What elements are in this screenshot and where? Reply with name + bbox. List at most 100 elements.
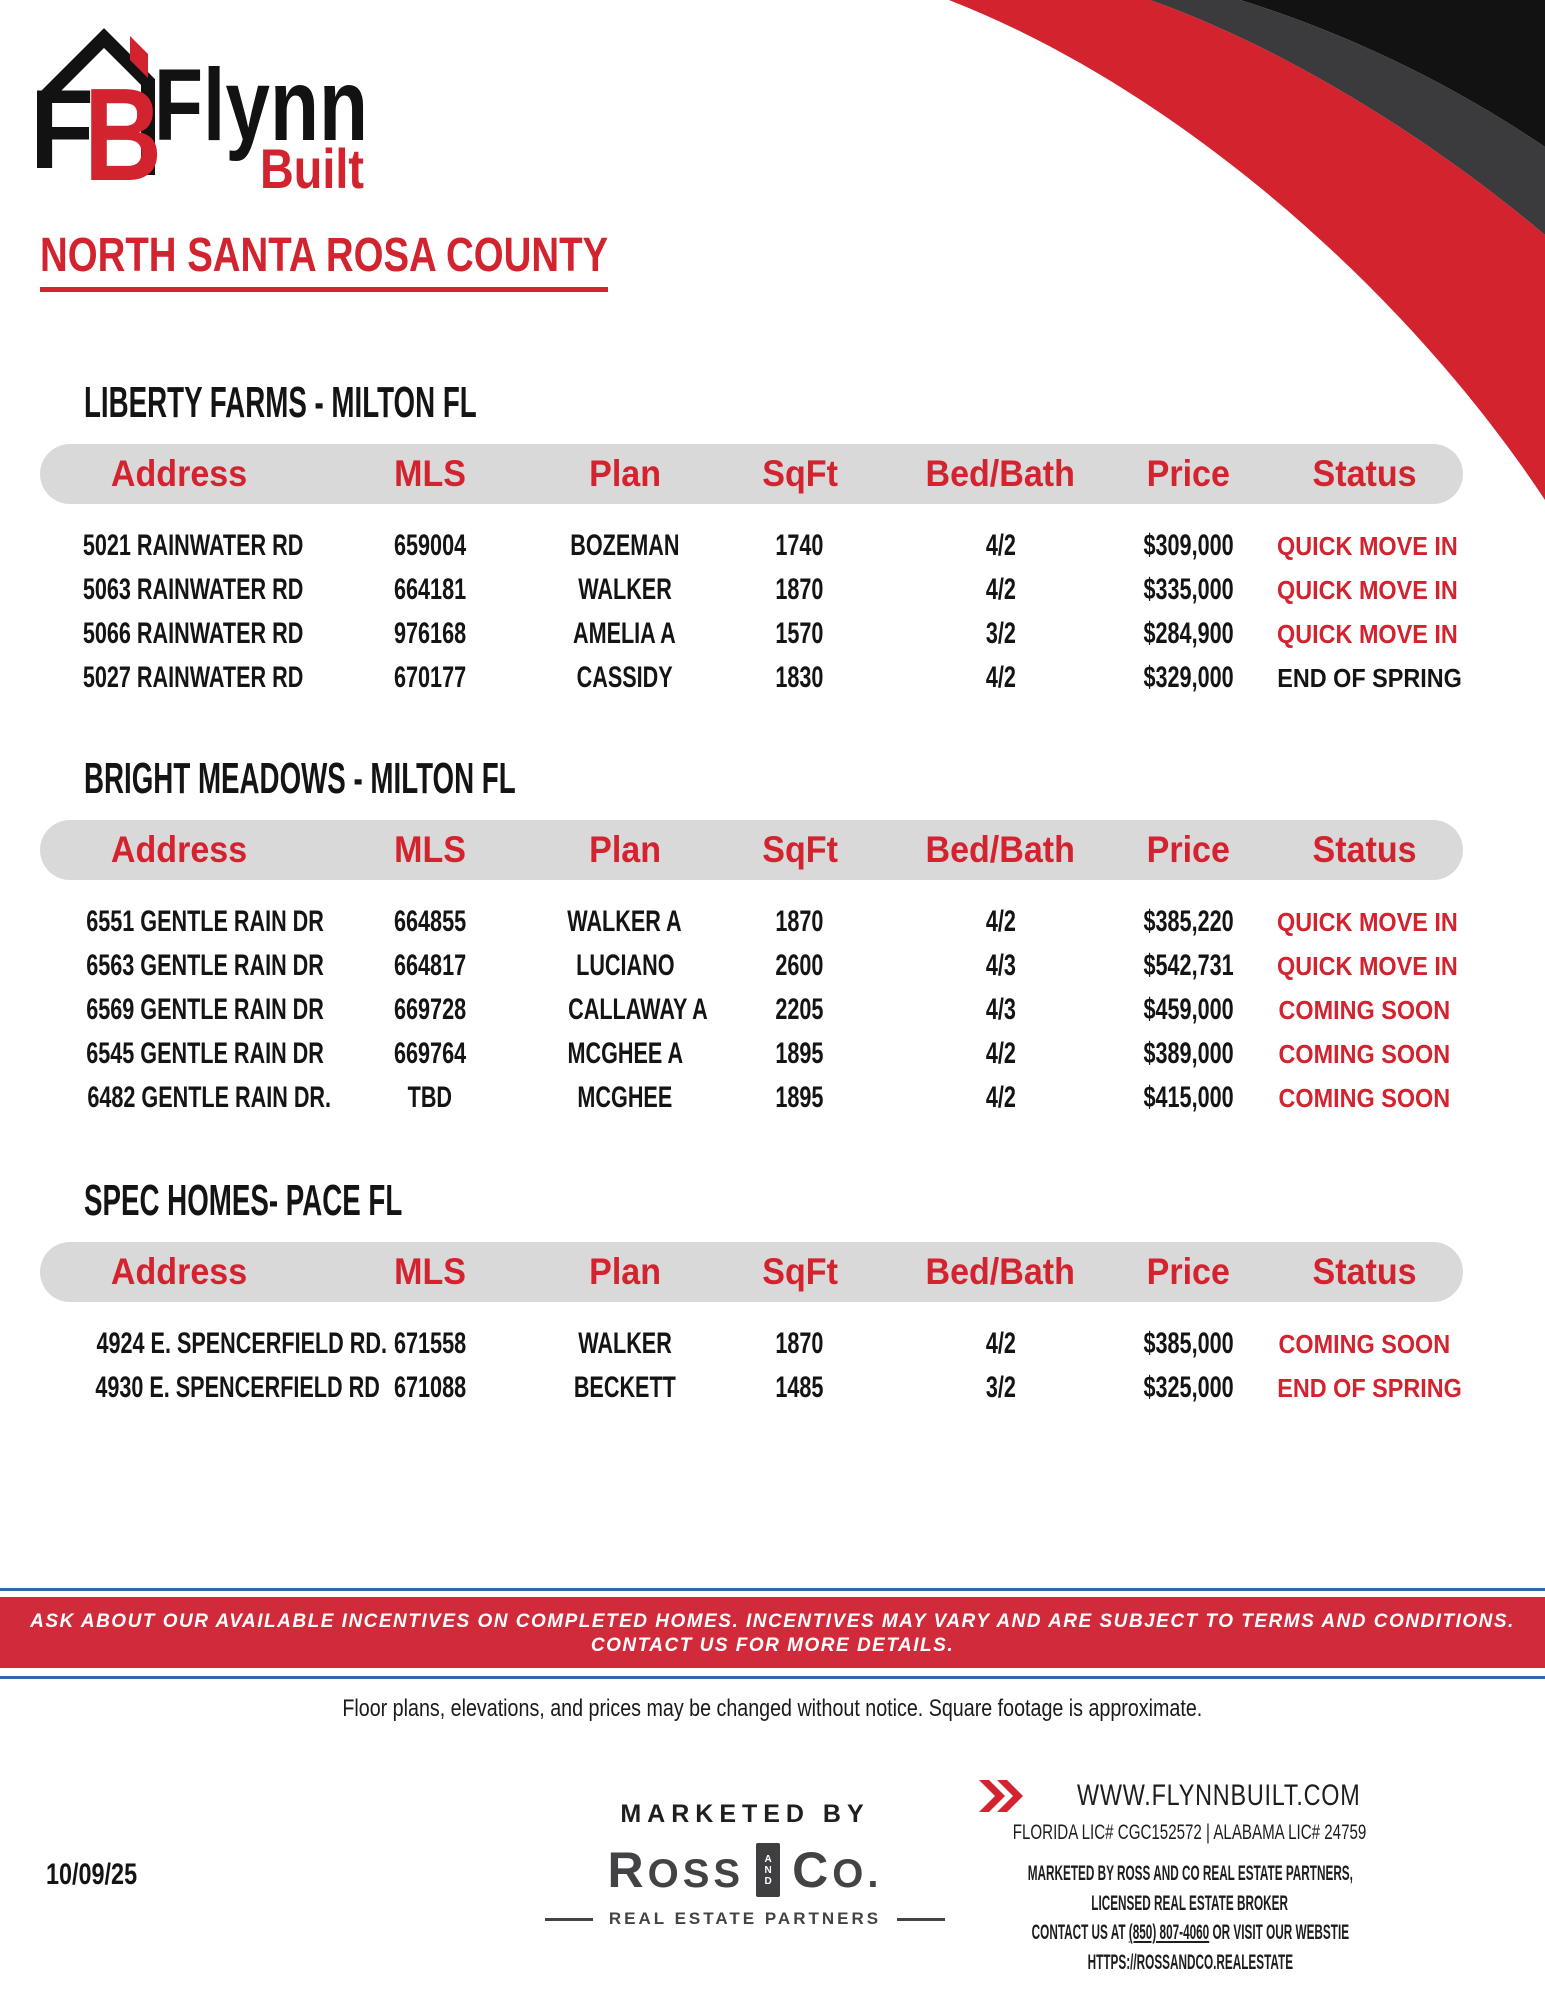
section-heading: BRIGHT MEADOWS - MILTON FL [84, 754, 516, 803]
column-header: Address [111, 829, 248, 870]
column-header: Price [1146, 829, 1230, 870]
column-header: MLS [393, 829, 466, 870]
listing-section: SPEC HOMES- PACE FL Address MLS Plan SqFt Be… [40, 1176, 1463, 1410]
cell-mls: 671558 [393, 1327, 466, 1360]
ross-tagline-row: REAL ESTATE PARTNERS [495, 1909, 995, 1929]
cell-mls: 669728 [393, 993, 466, 1026]
cell-bed_bath: 4/3 [985, 949, 1016, 982]
cell-address: 6569 GENTLE RAIN DR [86, 993, 324, 1026]
contact-pre: CONTACT US AT [1031, 1921, 1129, 1944]
cell-sqft: 1870 [775, 1327, 824, 1360]
column-header: Bed/Bath [925, 1251, 1076, 1292]
cell-status: QUICK MOVE IN [1276, 906, 1458, 937]
rossandco-site-link[interactable]: HTTPS://ROSSANDCO.REALESTATE [1087, 1950, 1293, 1974]
cell-mls: 664855 [393, 905, 466, 938]
column-header: Status [1312, 829, 1417, 870]
column-header: SqFt [762, 1251, 838, 1292]
cell-bed_bath: 4/2 [985, 1081, 1016, 1114]
license-numbers: FLORIDA LIC# CGC152572 | ALABAMA LIC# 24… [1013, 1821, 1367, 1844]
cell-price: $335,000 [1143, 573, 1234, 606]
cell-bed_bath: 4/2 [985, 905, 1016, 938]
cell-sqft: 2600 [775, 949, 824, 982]
column-header: Price [1146, 1251, 1230, 1292]
table-row: 6545 GENTLE RAIN DR 669764 MCGHEE A 1895 4/2… [40, 1032, 1463, 1076]
table-row: 6563 GENTLE RAIN DR 664817 LUCIANO 2600 4/3 $… [40, 944, 1463, 988]
incentives-banner-line1: ASK ABOUT OUR AVAILABLE INCENTIVES ON CO… [30, 1611, 1515, 1632]
table-row: 5021 RAINWATER RD 659004 BOZEMAN 1740 4/2 $30… [40, 524, 1463, 568]
cell-mls: TBD [407, 1081, 453, 1114]
cell-bed_bath: 4/2 [985, 1327, 1016, 1360]
cell-sqft: 2205 [775, 993, 824, 1026]
cell-price: $284,900 [1143, 617, 1234, 650]
cell-price: $309,000 [1143, 529, 1234, 562]
cell-sqft: 1895 [775, 1081, 824, 1114]
phone-link[interactable]: (850) 807-4060 [1128, 1921, 1209, 1944]
cell-price: $385,000 [1143, 1327, 1234, 1360]
column-header: Plan [588, 453, 661, 494]
table-row: 5027 RAINWATER RD 670177 CASSIDY 1830 4/2 $32… [40, 656, 1463, 700]
cell-bed_bath: 4/2 [985, 1037, 1016, 1070]
column-header: Bed/Bath [925, 453, 1076, 494]
disclaimer-text: Floor plans, elevations, and prices may … [342, 1695, 1203, 1722]
cell-sqft: 1830 [775, 661, 824, 694]
cell-plan: WALKER [578, 573, 672, 606]
table-body: 4924 E. SPENCERFIELD RD. 671558 WALKER 1870… [40, 1322, 1463, 1410]
column-header: Plan [588, 829, 661, 870]
logo-monogram-f: F [30, 67, 94, 192]
section-heading: LIBERTY FARMS - MILTON FL [84, 378, 477, 427]
cell-plan: BECKETT [573, 1371, 676, 1404]
cell-status: END OF SPRING [1276, 662, 1462, 693]
ross-tagline: REAL ESTATE PARTNERS [608, 1909, 882, 1928]
cell-status: QUICK MOVE IN [1276, 950, 1458, 981]
cell-address: 5063 RAINWATER RD [82, 573, 304, 606]
contact-block: WWW.FLYNNBUILT.COM FLORIDA LIC# CGC15257… [890, 1779, 1490, 1977]
chimney-icon [130, 36, 148, 78]
cell-sqft: 1485 [775, 1371, 824, 1404]
cell-address: 6551 GENTLE RAIN DR [86, 905, 324, 938]
cell-address: 4930 E. SPENCERFIELD RD [95, 1371, 380, 1404]
logo-name-built: Built [260, 137, 364, 200]
table-body: 5021 RAINWATER RD 659004 BOZEMAN 1740 4/2 $30… [40, 524, 1463, 700]
cell-sqft: 1895 [775, 1037, 824, 1070]
tagline-right-rule [897, 1917, 946, 1921]
logo-name-flynn: Flynn [154, 48, 368, 162]
cell-status: COMING SOON [1278, 1038, 1451, 1069]
cell-address: 6482 GENTLE RAIN DR. [87, 1081, 332, 1114]
flyer-date: 10/09/25 [46, 1858, 138, 1891]
cell-bed_bath: 4/2 [985, 573, 1016, 606]
table-row: 4930 E. SPENCERFIELD RD 671088 BECKETT 1485… [40, 1366, 1463, 1410]
table-row: 4924 E. SPENCERFIELD RD. 671558 WALKER 1870… [40, 1322, 1463, 1366]
column-header: Plan [588, 1251, 661, 1292]
column-header: Address [111, 1251, 248, 1292]
contact-post: OR VISIT OUR WEBSTIE [1208, 1921, 1349, 1944]
cell-bed_bath: 3/2 [985, 617, 1016, 650]
marketed-by-label: MARKETED BY [620, 1800, 870, 1828]
cell-bed_bath: 4/2 [985, 661, 1016, 694]
column-header: MLS [393, 1251, 466, 1292]
cell-plan: WALKER A [567, 905, 683, 938]
table-row: 6569 GENTLE RAIN DR 669728 CALLAWAY A 2205 4… [40, 988, 1463, 1032]
marketed-by-block: MARKETED BY ROSS AND CO. REAL ESTATE PAR… [495, 1800, 995, 1929]
column-header: Address [111, 453, 248, 494]
incentives-banner-line2: CONTACT US FOR MORE DETAILS. [590, 1635, 955, 1656]
cell-sqft: 1870 [775, 573, 824, 606]
flynn-built-logo: F B Flynn Built [30, 28, 368, 208]
table-row: 5066 RAINWATER RD 976168 AMELIA A 1570 3/2 $2… [40, 612, 1463, 656]
cell-status: COMING SOON [1278, 1328, 1451, 1359]
cell-mls: 669764 [393, 1037, 466, 1070]
column-header: Price [1146, 453, 1230, 494]
ross-and-co-logo: ROSS AND CO. [495, 1841, 995, 1899]
logo-monogram-b: B [84, 61, 162, 208]
cell-sqft: 1870 [775, 905, 824, 938]
column-header: Bed/Bath [925, 829, 1076, 870]
website-link[interactable]: WWW.FLYNNBUILT.COM [1077, 1779, 1361, 1812]
cell-status: QUICK MOVE IN [1276, 530, 1458, 561]
cell-status: COMING SOON [1278, 994, 1451, 1025]
page-title: NORTH SANTA ROSA COUNTY [40, 228, 750, 293]
banner-top-rule [0, 1588, 1545, 1591]
cell-status: QUICK MOVE IN [1276, 618, 1458, 649]
cell-address: 5021 RAINWATER RD [82, 529, 304, 562]
cell-price: $385,220 [1143, 905, 1234, 938]
cell-plan: CASSIDY [576, 661, 673, 694]
listing-section: LIBERTY FARMS - MILTON FL Address MLS Plan… [40, 378, 1463, 700]
